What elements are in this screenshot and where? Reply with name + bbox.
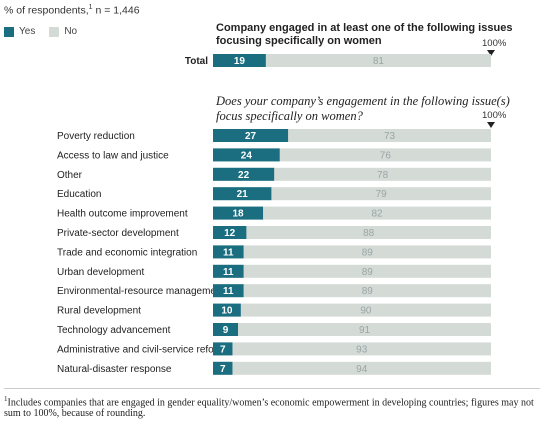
bottom-value-yes: 11 bbox=[223, 286, 234, 297]
bottom-bar-no bbox=[213, 167, 491, 181]
bottom-value-no: 82 bbox=[371, 209, 383, 220]
chart-subtitle: % of respondents,1 n = 1,446 bbox=[4, 4, 140, 17]
bottom-value-yes: 18 bbox=[232, 209, 244, 220]
bottom-value-yes: 11 bbox=[223, 267, 234, 278]
bottom-value-yes: 9 bbox=[223, 325, 229, 336]
footnote: 1Includes companies that are engaged in … bbox=[4, 394, 534, 419]
bottom-bar-yes bbox=[213, 303, 241, 317]
top-value-no: 81 bbox=[373, 56, 385, 67]
top-panel-100-label: 100% bbox=[482, 38, 507, 49]
bottom-bar-yes bbox=[213, 167, 275, 181]
footnote-divider bbox=[4, 388, 540, 389]
top-bar-no bbox=[213, 54, 491, 67]
sample-size: n = 1,446 bbox=[95, 4, 140, 17]
bottom-panel-100-label: 100% bbox=[482, 110, 507, 121]
bottom-bar-yes bbox=[213, 187, 272, 201]
bottom-bar-yes bbox=[213, 284, 244, 298]
bottom-bar-yes bbox=[213, 226, 247, 239]
bottom-panel-100-arrow-icon bbox=[487, 122, 495, 128]
bottom-bar-no bbox=[213, 264, 491, 278]
bottom-bar-no bbox=[213, 148, 491, 162]
bottom-value-yes: 10 bbox=[221, 306, 233, 317]
bottom-bar-no bbox=[213, 361, 491, 375]
bottom-bar-no bbox=[213, 245, 491, 259]
bottom-panel-heading: Does your company’s engagement in the fo… bbox=[216, 94, 510, 123]
bottom-bar-yes bbox=[213, 323, 239, 336]
legend: Yes No bbox=[4, 26, 91, 37]
bottom-value-yes: 11 bbox=[223, 247, 234, 258]
top-category-label: Total bbox=[185, 56, 208, 67]
bottom-value-no: 88 bbox=[363, 228, 375, 239]
bottom-value-no: 94 bbox=[356, 364, 368, 375]
bottom-category-label: Health outcome improvement bbox=[57, 209, 188, 220]
bottom-bar-yes bbox=[213, 245, 244, 259]
bottom-value-yes: 12 bbox=[224, 228, 236, 239]
bottom-category-label: Administrative and civil-service reform bbox=[57, 344, 225, 355]
bottom-bar-no bbox=[213, 323, 491, 336]
bottom-category-label: Natural-disaster response bbox=[57, 364, 172, 375]
top-panel-100-arrow-icon bbox=[487, 50, 495, 56]
bottom-value-yes: 27 bbox=[245, 131, 257, 142]
bottom-category-label: Trade and economic integration bbox=[57, 247, 197, 258]
bottom-value-yes: 7 bbox=[220, 344, 226, 355]
legend-label-no: No bbox=[64, 26, 78, 37]
bottom-category-label: Environmental-resource management bbox=[57, 286, 225, 297]
bottom-value-no: 89 bbox=[362, 247, 374, 258]
legend-label-yes: Yes bbox=[19, 26, 36, 37]
bottom-category-label: Private-sector development bbox=[57, 228, 179, 239]
bottom-category-label: Urban development bbox=[57, 267, 144, 278]
bottom-value-no: 90 bbox=[360, 306, 372, 317]
bottom-value-no: 89 bbox=[362, 286, 374, 297]
bottom-bar-no bbox=[213, 206, 491, 220]
bottom-value-no: 76 bbox=[380, 150, 392, 161]
bottom-category-label: Other bbox=[57, 170, 83, 181]
bottom-value-yes: 21 bbox=[237, 189, 249, 200]
subtitle-text: % of respondents, bbox=[4, 4, 89, 17]
bottom-bar-no bbox=[213, 187, 491, 201]
footnote-text: Includes companies that are engaged in g… bbox=[4, 397, 534, 420]
bottom-value-no: 79 bbox=[376, 189, 388, 200]
bottom-category-label: Poverty reduction bbox=[57, 131, 135, 142]
bottom-value-no: 78 bbox=[377, 170, 389, 181]
bottom-bar-yes bbox=[213, 342, 233, 356]
bottom-category-label: Access to law and justice bbox=[57, 150, 169, 161]
bottom-value-no: 93 bbox=[356, 344, 368, 355]
legend-swatch-yes bbox=[4, 26, 14, 37]
footnote-ref: 1 bbox=[88, 4, 93, 11]
top-panel-heading: Company engaged in at least one of the f… bbox=[216, 22, 513, 47]
bottom-value-yes: 22 bbox=[238, 170, 250, 181]
bottom-bar-yes bbox=[213, 264, 244, 278]
bottom-bar-no bbox=[213, 284, 491, 298]
bottom-bar-no bbox=[213, 342, 491, 356]
bottom-value-yes: 7 bbox=[220, 364, 226, 375]
bottom-value-no: 89 bbox=[362, 267, 374, 278]
bottom-category-label: Rural development bbox=[57, 306, 141, 317]
bottom-category-label: Education bbox=[57, 189, 101, 200]
bottom-bar-yes bbox=[213, 361, 233, 375]
bottom-value-no: 91 bbox=[359, 325, 371, 336]
footnote-marker: 1 bbox=[4, 395, 8, 403]
legend-swatch-no bbox=[49, 26, 60, 37]
top-bar-yes bbox=[213, 54, 266, 67]
bottom-bar-yes bbox=[213, 148, 280, 162]
bottom-bar-yes bbox=[213, 206, 264, 220]
bottom-bar-no bbox=[213, 303, 491, 317]
bottom-value-yes: 24 bbox=[241, 150, 253, 161]
bottom-bar-yes bbox=[213, 129, 289, 142]
bottom-category-label: Technology advancement bbox=[57, 325, 171, 336]
top-value-yes: 19 bbox=[234, 56, 246, 67]
bottom-value-no: 73 bbox=[384, 131, 396, 142]
bottom-bar-no bbox=[213, 226, 491, 239]
